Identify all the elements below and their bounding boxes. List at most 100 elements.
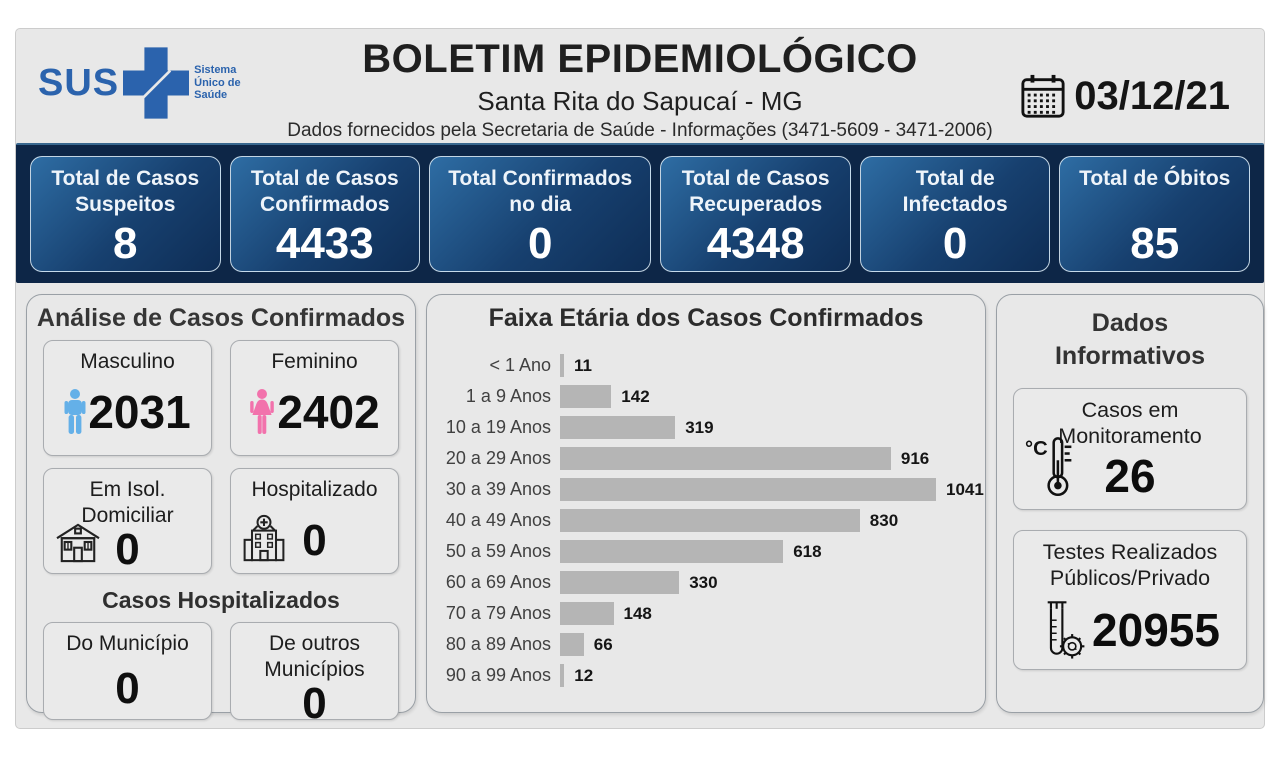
bar-row: 10 a 19 Anos 319 <box>439 412 985 443</box>
svg-text:°C: °C <box>1025 438 1048 460</box>
bar-value: 148 <box>623 603 652 623</box>
bar-row: 40 a 49 Anos 830 <box>439 505 985 536</box>
stat-card-recuperados: Total de Casos Recuperados 4348 <box>660 156 851 272</box>
tests-value: 20955 <box>1092 604 1220 656</box>
male-card: Masculino 2031 <box>43 340 212 456</box>
bulletin-board: BOLETIM EPIDEMIOLÓGICO Santa Rita do Sap… <box>15 28 1265 729</box>
male-label: Masculino <box>80 350 175 373</box>
bar-category: 40 a 49 Anos <box>445 510 551 530</box>
stat-label: Total de Infectados <box>902 167 1008 217</box>
bar-row: 60 a 69 Anos 330 <box>439 567 985 598</box>
thermometer-icon: °C <box>1023 435 1081 499</box>
hospitalized-cases-title: Casos Hospitalizados <box>102 587 340 613</box>
bar-category: 60 a 69 Anos <box>445 572 551 592</box>
stat-value: 4348 <box>706 219 805 268</box>
stat-value: 8 <box>113 219 138 268</box>
bar <box>560 447 891 470</box>
municipio-label: Do Município <box>66 632 189 655</box>
bar-category: < 1 Ano <box>489 355 551 375</box>
info-panel: Dados Informativos Casos em Monitorament… <box>996 294 1264 713</box>
bar <box>560 540 784 563</box>
bar <box>560 664 565 687</box>
bar-value: 66 <box>593 634 613 654</box>
analysis-title: Análise de Casos Confirmados <box>36 304 406 332</box>
age-chart-panel: Faixa Etária dos Casos Confirmados < 1 A… <box>426 294 986 713</box>
bar-row: 20 a 29 Anos 916 <box>439 443 985 474</box>
female-value: 2402 <box>277 385 380 438</box>
bar-category: 30 a 39 Anos <box>445 479 551 499</box>
sus-cross-icon <box>123 47 190 119</box>
bar-row: 50 a 59 Anos 618 <box>439 536 985 567</box>
page-title: BOLETIM EPIDEMIOLÓGICO <box>362 37 918 81</box>
stat-card-suspeitos: Total de Casos Suspeitos 8 <box>30 156 221 272</box>
isolation-card: Em Isol. Domiciliar <box>43 468 212 574</box>
date-value: 03/12/21 <box>1074 73 1230 118</box>
bar-row: 1 a 9 Anos 142 <box>439 381 985 412</box>
bar-row: < 1 Ano 11 <box>439 350 985 381</box>
hospitalized-value: 0 <box>302 516 327 565</box>
stat-card-confirmados: Total de Casos Confirmados 4433 <box>229 156 421 272</box>
bar <box>560 354 564 377</box>
tests-label: Testes Realizados Públicos/Privado <box>1042 540 1218 591</box>
bar <box>560 571 680 594</box>
house-icon <box>53 521 103 563</box>
hospitalized-card: Hospitalizado <box>230 468 399 574</box>
stat-card-confirmados-dia: Total Confirmados no dia 0 <box>429 156 652 272</box>
bar-value: 1041 <box>946 479 984 499</box>
bar-row: 80 a 89 Anos 66 <box>439 629 985 660</box>
isolation-label: Em Isol. Domiciliar <box>81 478 174 527</box>
bar-category: 70 a 79 Anos <box>445 603 551 623</box>
stat-card-obitos: Total de Óbitos 85 <box>1059 156 1250 272</box>
bar-category: 80 a 89 Anos <box>445 634 551 654</box>
calendar-icon <box>1020 73 1066 119</box>
bar-value: 618 <box>793 541 822 561</box>
info-title: Dados Informativos <box>1054 309 1206 370</box>
tests-card: Testes Realizados Públicos/Privado <box>1013 530 1247 670</box>
stat-value: 85 <box>1130 219 1180 268</box>
bar-value: 330 <box>689 572 718 592</box>
bar-category: 50 a 59 Anos <box>445 541 551 561</box>
isolation-value: 0 <box>115 525 140 575</box>
bar <box>560 416 676 439</box>
outros-municipios-label: De outros Municípios <box>264 632 365 681</box>
bar-row: 70 a 79 Anos 148 <box>439 598 985 629</box>
bar-value: 916 <box>900 448 930 468</box>
municipio-card: Do Município 0 <box>43 622 212 720</box>
stat-label: Total de Óbitos <box>1079 167 1231 190</box>
hospitalized-label: Hospitalizado <box>251 478 378 501</box>
age-bar-chart: < 1 Ano 11 1 a 9 Anos 142 10 a 19 Anos 319 … <box>427 350 985 691</box>
bar-category: 20 a 29 Anos <box>445 448 551 468</box>
bar-row: 90 a 99 Anos 12 <box>439 660 985 691</box>
monitoring-value: 26 <box>1104 450 1156 502</box>
outros-municipios-card: De outros Municípios 0 <box>230 622 399 726</box>
sus-logo-subtitle: Sistema Único de Saúde <box>194 64 241 102</box>
bar <box>560 633 584 656</box>
bar-category: 1 a 9 Anos <box>465 386 551 406</box>
stat-label: Total de Casos Suspeitos <box>51 167 200 217</box>
bar-category: 90 a 99 Anos <box>445 665 551 685</box>
outros-municipios-value: 0 <box>302 679 327 729</box>
test-tube-icon <box>1040 599 1088 661</box>
municipio-value: 0 <box>115 664 140 713</box>
chart-title: Faixa Etária dos Casos Confirmados <box>488 304 924 332</box>
bar <box>560 385 612 408</box>
bar-value: 830 <box>869 510 899 530</box>
stat-card-infectados: Total de Infectados 0 <box>859 156 1051 272</box>
stat-value: 0 <box>527 219 553 268</box>
stat-value: 4433 <box>275 219 374 268</box>
female-icon <box>249 388 275 435</box>
stat-value: 0 <box>942 219 968 268</box>
sus-logo: SUS Sistema Único de Saúde <box>38 47 258 119</box>
male-value: 2031 <box>88 385 191 438</box>
hospital-icon <box>240 513 288 563</box>
bar <box>560 478 936 501</box>
bar-value: 11 <box>574 355 592 375</box>
stat-label: Total de Casos Confirmados <box>250 167 399 217</box>
monitoring-label: Casos em Monitoramento <box>1058 398 1202 449</box>
bar-category: 10 a 19 Anos <box>445 417 551 437</box>
stat-label: Total de Casos Recuperados <box>681 167 830 217</box>
monitoring-card: Casos em Monitoramento °C 26 <box>1013 388 1247 510</box>
stat-label: Total Confirmados no dia <box>448 167 633 217</box>
sus-logo-text: SUS <box>38 61 120 104</box>
